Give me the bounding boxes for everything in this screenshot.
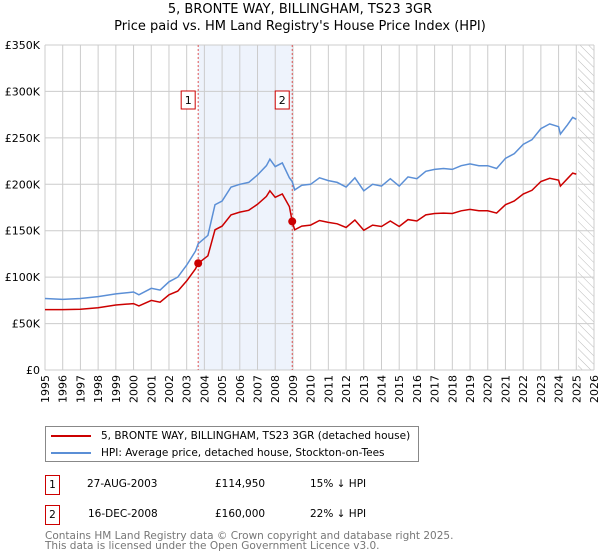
sale-point — [194, 259, 203, 268]
y-tick-label: £300K — [5, 85, 41, 98]
sale-price: £160,000 — [215, 508, 266, 520]
x-tick-label: 2010 — [305, 375, 318, 403]
x-tick-label: 2004 — [198, 375, 211, 403]
x-tick-label: 2018 — [446, 375, 459, 403]
x-tick-label: 2015 — [393, 375, 406, 403]
chart-title: 5, BRONTE WAY, BILLINGHAM, TS23 3GR — [167, 2, 433, 17]
forecast-hatch — [578, 45, 594, 370]
x-tick-label: 2025 — [570, 375, 583, 403]
sale-price: £114,950 — [215, 478, 266, 490]
legend-label-price: 5, BRONTE WAY, BILLINGHAM, TS23 3GR (det… — [101, 430, 411, 442]
x-tick-label: 2003 — [181, 375, 194, 403]
legend: 5, BRONTE WAY, BILLINGHAM, TS23 3GR (det… — [45, 426, 419, 462]
y-tick-label: £100K — [5, 271, 41, 284]
sale-row-1: 1 27-AUG-2003 £114,950 15% ↓ HPI — [45, 475, 465, 495]
x-tick-label: 2026 — [588, 375, 600, 403]
x-tick-label: 1996 — [57, 375, 70, 403]
footer-line-1: Contains HM Land Registry data © Crown c… — [45, 530, 454, 542]
plot-area: 1995 1996 1997 1998 1999 2000 2001 2002 2003 2004… — [5, 39, 600, 403]
sale-label-box — [180, 90, 196, 110]
x-tick-label: 2021 — [499, 375, 512, 403]
y-tick-label: £150K — [5, 225, 41, 238]
sale-badge: 1 — [45, 475, 60, 495]
x-tick-label: 1997 — [74, 375, 87, 403]
x-tick-label: 1998 — [92, 375, 105, 403]
sale-row-2: 2 16-DEC-2008 £160,000 22% ↓ HPI — [45, 505, 465, 525]
sale-point — [288, 217, 297, 226]
x-tick-label: 2022 — [517, 375, 530, 403]
x-tick-label: 2009 — [287, 375, 300, 403]
x-tick-label: 2016 — [411, 375, 424, 403]
x-tick-label: 1995 — [39, 375, 52, 403]
x-tick-label: 2007 — [252, 375, 265, 403]
x-tick-label: 2011 — [322, 375, 335, 403]
x-tick-label: 2014 — [375, 375, 388, 403]
legend-label-hpi: HPI: Average price, detached house, Stoc… — [101, 447, 385, 459]
sale-date: 16-DEC-2008 — [88, 508, 158, 520]
sale-delta: 15% ↓ HPI — [310, 478, 367, 490]
x-tick-label: 2008 — [269, 375, 282, 403]
x-tick-label: 2005 — [216, 375, 229, 403]
legend-item-hpi: HPI: Average price, detached house, Stoc… — [51, 445, 385, 461]
x-tick-label: 2023 — [535, 375, 548, 403]
sale-date: 27-AUG-2003 — [87, 478, 158, 490]
legend-item-price: 5, BRONTE WAY, BILLINGHAM, TS23 3GR (det… — [51, 428, 410, 444]
x-tick-label: 2013 — [358, 375, 371, 403]
hpi-line — [44, 116, 577, 301]
y-tick-label: £250K — [5, 132, 41, 145]
sale-label-box — [274, 90, 290, 110]
x-tick-label: 2000 — [128, 375, 141, 403]
legend-swatch-hpi — [51, 452, 91, 454]
y-tick-label: £350K — [5, 39, 41, 52]
footer: Contains HM Land Registry data © Crown c… — [45, 530, 454, 552]
x-tick-label: 2019 — [464, 375, 477, 403]
sale-delta: 22% ↓ HPI — [310, 508, 367, 520]
sale-label: 2 — [279, 94, 286, 107]
x-tick-label: 2024 — [553, 375, 566, 403]
y-tick-label: £0 — [26, 364, 40, 377]
y-tick-label: £200K — [5, 178, 41, 191]
x-tick-label: 2002 — [163, 375, 176, 403]
chart-subtitle: Price paid vs. HM Land Registry's House … — [114, 19, 486, 34]
y-tick-label: £50K — [12, 318, 41, 331]
x-tick-label: 2001 — [145, 375, 158, 403]
legend-swatch-price — [51, 435, 91, 437]
footer-line-2: This data is licensed under the Open Gov… — [45, 540, 380, 552]
x-tick-label: 2020 — [482, 375, 495, 403]
x-tick-label: 2012 — [340, 375, 353, 403]
x-tick-label: 2017 — [429, 375, 442, 403]
price-paid-line — [45, 172, 577, 311]
x-tick-label: 2006 — [234, 375, 247, 403]
sale-badge: 2 — [45, 505, 60, 525]
x-tick-label: 1999 — [110, 375, 123, 403]
sale-label: 1 — [185, 94, 192, 107]
